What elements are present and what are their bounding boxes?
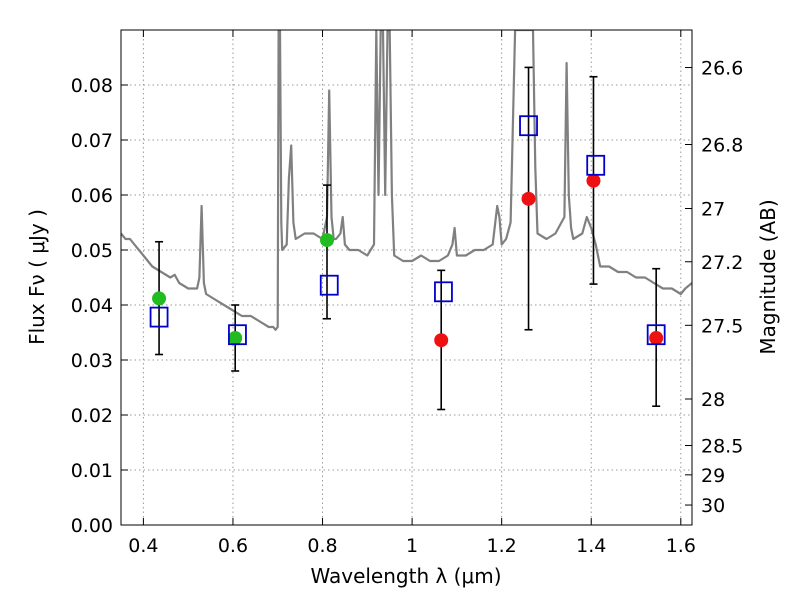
y2-tick-label: 30	[701, 495, 725, 517]
data-point-observed	[152, 291, 166, 305]
data-point-observed	[586, 174, 600, 188]
spectrum-line	[121, 30, 692, 330]
marker-layer	[151, 116, 665, 347]
y2-tick-label: 28.5	[701, 436, 743, 458]
data-point-model	[321, 276, 338, 295]
data-point-observed	[522, 192, 536, 206]
grid-lines	[121, 30, 692, 525]
x-tick-label: 1.6	[666, 535, 696, 557]
y2-tick-label: 26.8	[701, 134, 743, 156]
errorbar-layer	[155, 67, 660, 409]
x-tick-label: 0.6	[218, 535, 248, 557]
x-tick-label: 0.4	[128, 535, 158, 557]
y-tick-label: 0.00	[71, 515, 113, 537]
y2-tick-label: 28	[701, 389, 725, 411]
y-tick-label: 0.04	[71, 295, 113, 317]
data-point-observed	[228, 331, 242, 345]
y-tick-label: 0.02	[71, 405, 113, 427]
y-tick-label: 0.01	[71, 460, 113, 482]
x-axis-label: Wavelength λ (μm)	[310, 564, 501, 588]
y-axis-label: Flux Fν ( μJy )	[25, 209, 49, 345]
x-tick-label: 1.2	[487, 535, 517, 557]
y2-tick-label: 29	[701, 465, 725, 487]
y-tick-label: 0.08	[71, 75, 113, 97]
plot-frame	[121, 30, 692, 525]
y2-tick-label: 27.2	[701, 252, 743, 274]
x-tick-label: 1	[406, 535, 418, 557]
y-tick-label: 0.03	[71, 350, 113, 372]
y2-axis-label: Magnitude (AB)	[756, 199, 780, 354]
y2-tick-label: 27	[701, 199, 725, 221]
data-point-model	[587, 156, 604, 175]
data-point-observed	[649, 331, 663, 345]
x-tick-label: 1.4	[576, 535, 606, 557]
x-tick-label: 0.8	[307, 535, 337, 557]
data-point-model	[435, 282, 452, 301]
tick-layer: 0.4 0.6 0.8 1 1.2 1.4 1.6 0.00 0.01 0.02 0.03 0.04 0…	[71, 30, 744, 557]
y2-tick-label: 27.5	[701, 315, 743, 337]
spectrum-layer	[121, 30, 692, 330]
y2-tick-label: 26.6	[701, 58, 743, 80]
y-tick-label: 0.06	[71, 185, 113, 207]
y-tick-label: 0.07	[71, 130, 113, 152]
y-tick-label: 0.05	[71, 240, 113, 262]
data-point-observed	[320, 233, 334, 247]
data-point-observed	[434, 333, 448, 347]
